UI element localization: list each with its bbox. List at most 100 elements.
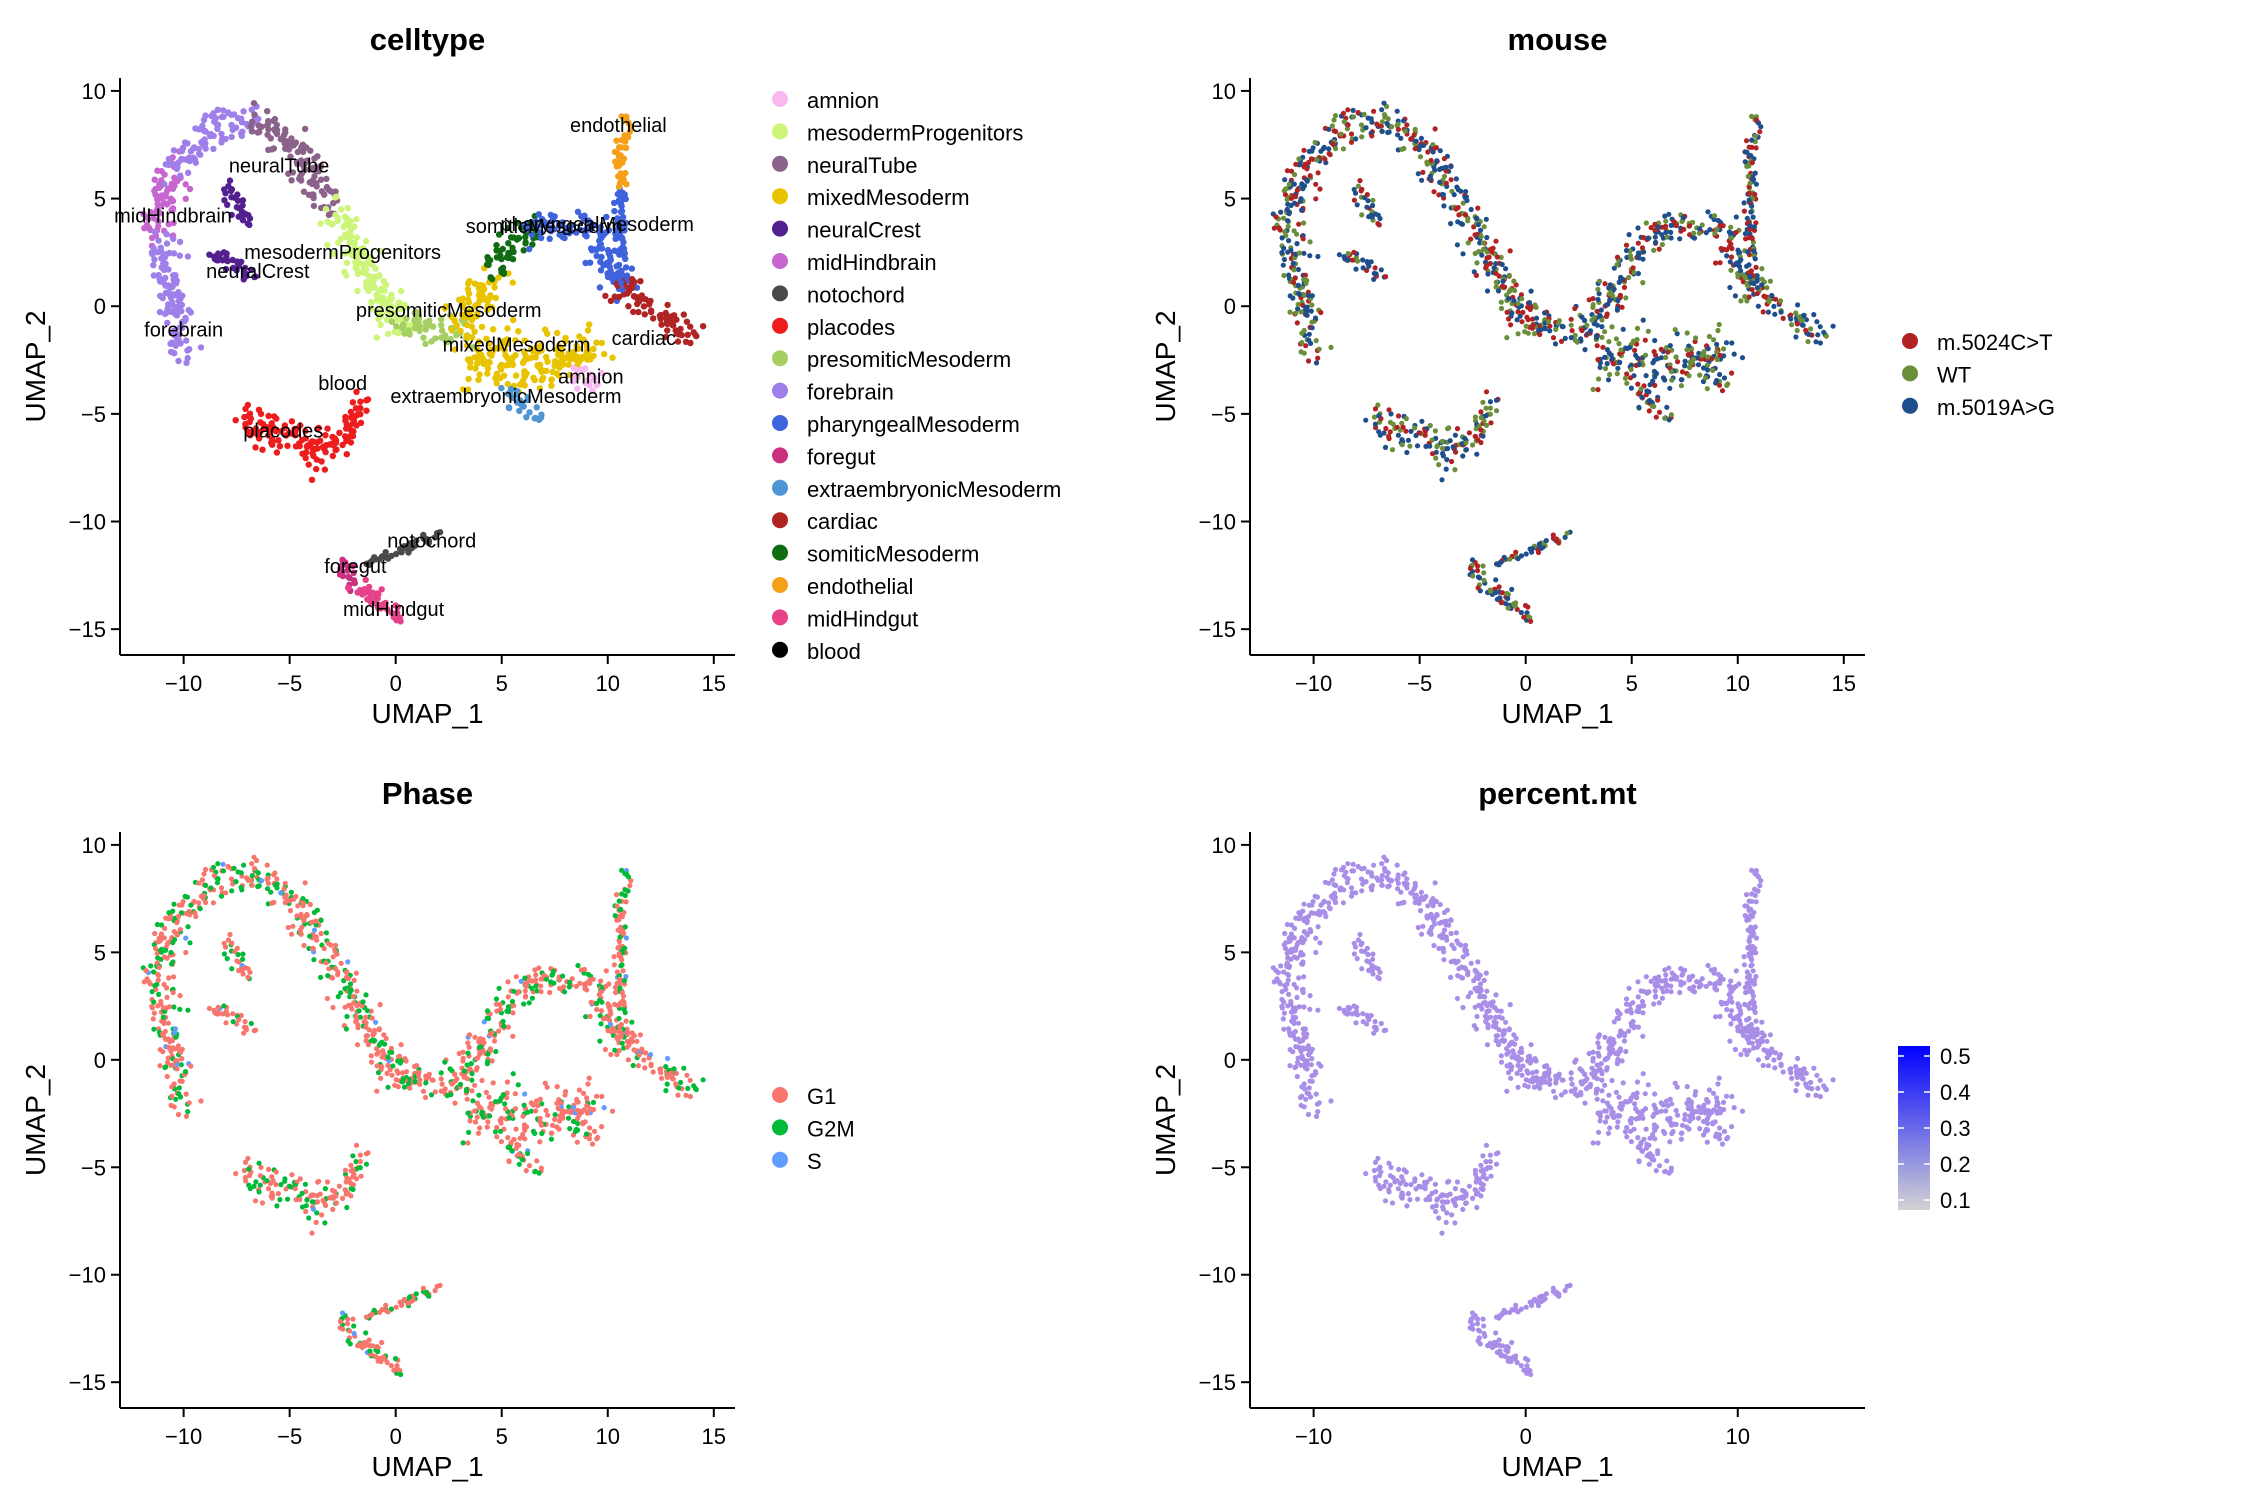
- data-point: [319, 1212, 324, 1217]
- data-point: [1686, 352, 1691, 357]
- data-point: [370, 1038, 375, 1043]
- data-point: [461, 1056, 466, 1061]
- data-point: [188, 1064, 193, 1069]
- data-point: [1493, 577, 1498, 582]
- data-point: [363, 397, 369, 403]
- data-point: [501, 1019, 506, 1024]
- data-point: [396, 1071, 401, 1076]
- data-point: [1667, 386, 1672, 391]
- data-point: [1433, 126, 1438, 131]
- data-point: [1755, 285, 1760, 290]
- legend-marker: [772, 123, 788, 139]
- legend-marker: [772, 577, 788, 593]
- data-point: [1470, 573, 1475, 578]
- data-point: [1652, 383, 1657, 388]
- data-point: [637, 1053, 642, 1058]
- data-point: [361, 999, 366, 1004]
- data-point: [1280, 989, 1285, 994]
- data-point: [1413, 127, 1418, 132]
- data-point: [353, 216, 359, 222]
- data-point: [530, 375, 536, 381]
- data-point: [608, 1011, 613, 1016]
- data-point: [1328, 152, 1333, 157]
- data-point: [192, 156, 198, 162]
- data-point: [1401, 872, 1406, 877]
- data-point: [301, 903, 306, 908]
- data-point: [1462, 436, 1467, 441]
- data-point: [612, 1048, 617, 1053]
- data-point: [178, 993, 183, 998]
- data-point: [198, 906, 203, 911]
- data-point: [684, 1073, 689, 1078]
- data-point: [322, 1220, 327, 1225]
- data-point: [1597, 279, 1602, 284]
- data-point: [494, 996, 499, 1001]
- data-point: [1301, 220, 1306, 225]
- data-point: [423, 1095, 428, 1100]
- data-point: [242, 211, 248, 217]
- data-point: [1733, 230, 1738, 235]
- data-point: [188, 309, 194, 315]
- data-point: [1431, 189, 1436, 194]
- data-point: [1499, 306, 1504, 311]
- data-point: [1659, 232, 1664, 237]
- data-point: [174, 166, 180, 172]
- data-point: [1285, 218, 1290, 223]
- legend-marker: [772, 609, 788, 625]
- data-point: [210, 110, 216, 116]
- data-point: [1818, 324, 1823, 329]
- data-point: [1815, 332, 1820, 337]
- data-point: [538, 984, 543, 989]
- data-point: [322, 946, 327, 951]
- y-tick-label: 5: [1224, 187, 1236, 212]
- data-point: [604, 968, 609, 973]
- data-point: [1460, 453, 1465, 458]
- data-point: [1557, 318, 1562, 323]
- data-point: [333, 949, 338, 954]
- data-point: [1509, 310, 1514, 315]
- data-point: [398, 288, 404, 294]
- data-point: [491, 1080, 496, 1085]
- data-point: [1382, 866, 1387, 871]
- data-point: [1635, 382, 1640, 387]
- data-point: [350, 1187, 355, 1192]
- data-point: [377, 1310, 382, 1315]
- data-point: [309, 191, 315, 197]
- data-point: [339, 442, 345, 448]
- data-point: [1646, 398, 1651, 403]
- data-point: [1314, 360, 1319, 365]
- data-point: [1415, 443, 1420, 448]
- data-point: [178, 927, 183, 932]
- data-point: [1657, 247, 1662, 252]
- data-point: [1403, 129, 1408, 134]
- y-tick-label: −10: [1199, 510, 1236, 535]
- data-point: [1660, 242, 1665, 247]
- data-point: [474, 1067, 479, 1072]
- data-point: [469, 323, 475, 329]
- data-point: [253, 1028, 258, 1033]
- data-point: [323, 1186, 328, 1191]
- data-point: [1683, 359, 1688, 364]
- legend-label: blood: [807, 639, 861, 664]
- data-point: [1474, 273, 1479, 278]
- data-point: [493, 1129, 498, 1134]
- data-point: [1749, 268, 1754, 273]
- data-point: [265, 413, 271, 419]
- data-point: [1772, 312, 1777, 317]
- data-point: [158, 1002, 163, 1007]
- data-point: [291, 897, 296, 902]
- data-point: [161, 171, 167, 177]
- data-point: [394, 1077, 399, 1082]
- data-point: [1636, 405, 1641, 410]
- data-point: [304, 1197, 309, 1202]
- data-point: [160, 1049, 165, 1054]
- data-point: [543, 1081, 548, 1086]
- data-point: [373, 1020, 378, 1025]
- data-point: [407, 1086, 412, 1091]
- data-point: [171, 990, 176, 995]
- data-point: [201, 117, 207, 123]
- data-point: [485, 1008, 490, 1013]
- data-point: [1302, 937, 1307, 942]
- data-point: [467, 1045, 472, 1050]
- data-point: [355, 1042, 360, 1047]
